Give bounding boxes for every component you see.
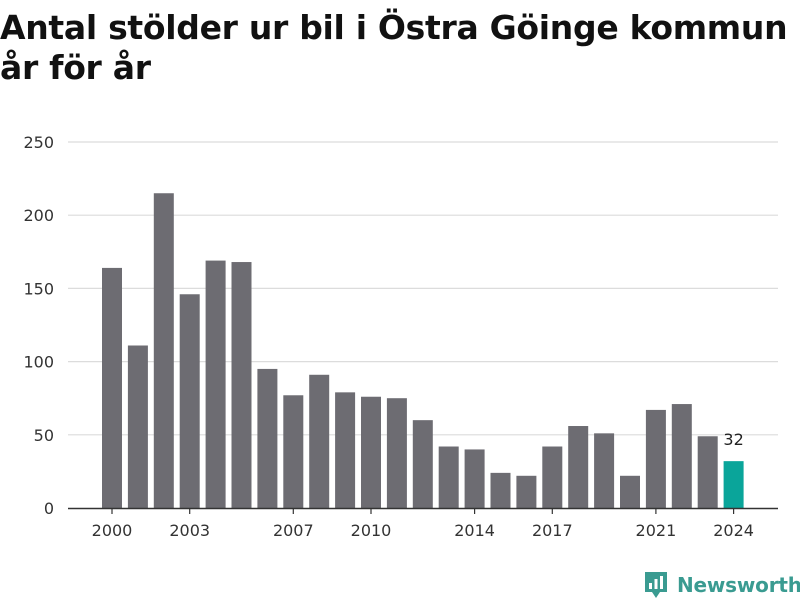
x-tick-label: 2021 [636,521,677,540]
gridlines [68,141,778,436]
y-tick-label: 0 [44,499,54,518]
bar-2020 [620,475,640,508]
x-axis: 2000 2003 2007 2010 2014 2017 2021 2024 [68,507,778,540]
x-tick-label: 2017 [532,521,573,540]
x-tick-label: 2000 [92,521,133,540]
x-tick-label: 2014 [454,521,495,540]
bar-2019 [594,433,615,508]
bar-2022 [671,404,692,508]
x-tick-label: 2010 [351,521,392,540]
y-tick-label: 100 [23,353,54,372]
bar-2009 [335,392,356,508]
y-tick-label: 150 [23,279,54,298]
bar-2011 [386,398,407,508]
bar-2023 [697,436,718,508]
x-tick-label: 2024 [713,521,754,540]
brand-name: Newsworthy [677,573,800,597]
y-tick-label: 200 [23,206,54,225]
newsworthy-logo-icon [645,572,667,598]
bar-2013 [438,446,459,508]
chart-title: Antal stölder ur bil i Östra Göinge komm… [0,8,788,87]
bar-2005 [231,262,252,508]
x-tick-label: 2003 [169,521,210,540]
bar-2000 [102,267,122,508]
bar-2016 [516,475,537,508]
y-axis-tick-labels: 0 50 100 150 200 250 [23,133,54,518]
y-tick-label: 250 [23,133,54,152]
bar-2014 [464,449,485,508]
brand-logo[interactable]: Newsworthy [643,568,800,602]
bar-2001 [127,345,148,508]
data-label-2024: 32 [723,430,743,449]
bar-2008 [309,374,330,508]
bar-2018 [568,426,589,508]
bar-2004 [205,260,226,508]
bar-2024 [723,461,744,508]
bar-2002 [153,193,174,509]
data-labels: 32 [723,430,743,449]
y-tick-label: 50 [34,426,54,445]
bar-2003 [179,294,200,508]
bar-2012 [412,420,433,508]
bar-2021 [645,409,666,508]
bar-2010 [361,396,381,508]
bar-2006 [257,368,278,508]
bar-2015 [490,472,511,508]
bars [102,193,744,509]
bar-2007 [283,395,304,508]
bar-2017 [542,446,563,508]
x-tick-label: 2007 [273,521,314,540]
